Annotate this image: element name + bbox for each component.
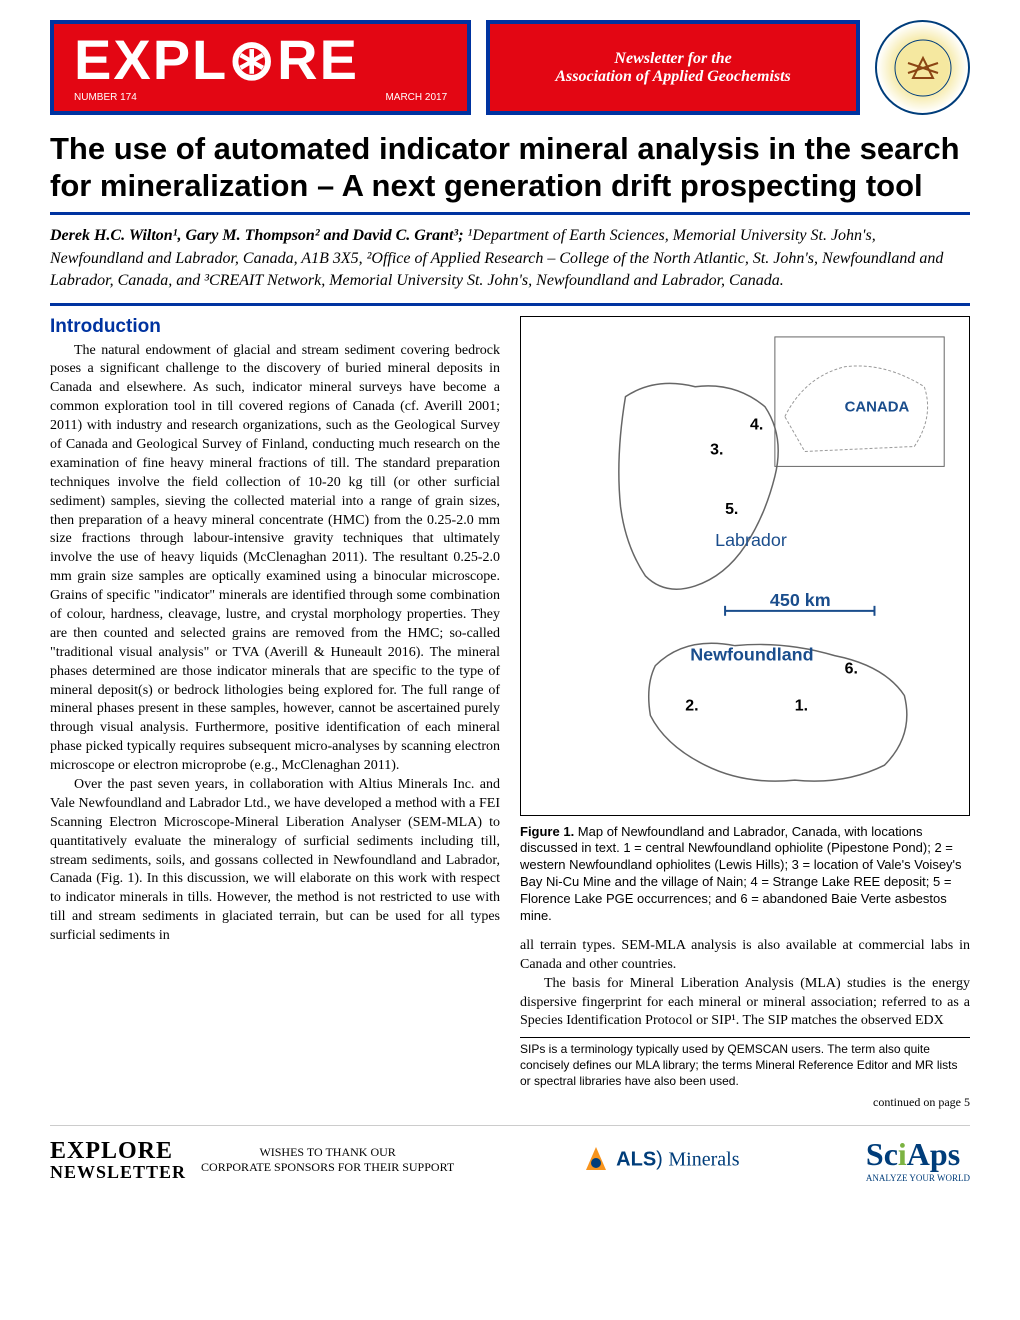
figure-1-map: CANADA Labrador 450 km Newfoundland: [520, 316, 970, 816]
svg-text:5.: 5.: [725, 501, 738, 518]
right-column: CANADA Labrador 450 km Newfoundland: [520, 316, 970, 1111]
figure-1-caption: Figure 1. Map of Newfoundland and Labrad…: [520, 824, 970, 925]
als-brand: ALS: [616, 1148, 656, 1170]
page-footer: EXPLORE NEWSLETTER WISHES TO THANK OUR C…: [50, 1125, 970, 1183]
sciaps-subtitle: ANALYZE YOUR WORLD: [866, 1173, 970, 1183]
introduction-header: Introduction: [50, 316, 500, 338]
map-label-newfoundland: Newfoundland: [690, 644, 813, 664]
article-title: The use of automated indicator mineral a…: [50, 130, 970, 204]
newsletter-line1: Newsletter for the: [555, 50, 790, 68]
footer-explore: EXPLORE: [50, 1139, 186, 1163]
header-banner: EXPL⊛RE NUMBER 174 MARCH 2017 Newsletter…: [50, 20, 970, 115]
explore-logo-box: EXPL⊛RE NUMBER 174 MARCH 2017: [50, 20, 471, 115]
svg-text:2.: 2.: [685, 697, 698, 714]
svg-text:6.: 6.: [845, 660, 858, 677]
figure-number: Figure 1.: [520, 824, 574, 839]
als-minerals-logo: ALS) Minerals: [581, 1145, 740, 1175]
footnote-text: SIPs is a terminology typically used by …: [520, 1042, 970, 1089]
issue-number: NUMBER 174: [74, 92, 137, 103]
divider-top: [50, 212, 970, 215]
content-area: Introduction The natural endowment of gl…: [50, 316, 970, 1111]
explore-newsletter-wordmark: EXPLORE NEWSLETTER: [50, 1139, 186, 1181]
aag-logo-icon: [875, 20, 970, 115]
author-names: Derek H.C. Wilton¹, Gary M. Thompson² an…: [50, 227, 468, 244]
newsletter-title-box: Newsletter for the Association of Applie…: [486, 20, 860, 115]
intro-paragraph-1: The natural endowment of glacial and str…: [50, 342, 500, 776]
sponsor-thanks: WISHES TO THANK OUR CORPORATE SPONSORS F…: [201, 1145, 454, 1175]
right-paragraph-1: all terrain types. SEM-MLA analysis is a…: [520, 937, 970, 975]
map-label-canada: CANADA: [845, 398, 910, 415]
sciaps-logo: SciAps ANALYZE YOUR WORLD: [866, 1136, 970, 1183]
svg-text:1.: 1.: [795, 697, 808, 714]
continued-label: continued on page 5: [520, 1095, 970, 1110]
divider-bottom: [50, 303, 970, 306]
right-paragraph-2: The basis for Mineral Liberation Analysi…: [520, 975, 970, 1032]
newsletter-line2: Association of Applied Geochemists: [555, 68, 790, 86]
authors-block: Derek H.C. Wilton¹, Gary M. Thompson² an…: [50, 225, 970, 292]
svg-text:4.: 4.: [750, 416, 763, 433]
intro-paragraph-2: Over the past seven years, in collaborat…: [50, 776, 500, 946]
left-column: Introduction The natural endowment of gl…: [50, 316, 500, 1111]
issue-date: MARCH 2017: [385, 92, 447, 103]
map-scale-label: 450 km: [770, 589, 831, 609]
explore-logo-text: EXPL⊛RE: [74, 32, 447, 88]
map-label-labrador: Labrador: [715, 530, 787, 550]
als-text: Minerals: [668, 1148, 739, 1170]
figure-caption-text: Map of Newfoundland and Labrador, Canada…: [520, 824, 962, 923]
footnote-divider: [520, 1037, 970, 1038]
sponsor-line1: WISHES TO THANK OUR: [201, 1145, 454, 1160]
svg-text:3.: 3.: [710, 441, 723, 458]
footer-newsletter: NEWSLETTER: [50, 1163, 186, 1181]
sponsor-line2: CORPORATE SPONSORS FOR THEIR SUPPORT: [201, 1160, 454, 1175]
